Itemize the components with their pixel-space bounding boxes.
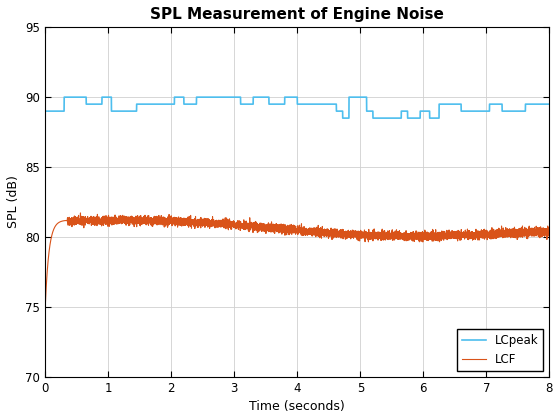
LCpeak bbox=[362, 94, 369, 100]
LCpeak bbox=[416, 116, 422, 121]
LCF bbox=[362, 231, 369, 236]
LCpeak bbox=[61, 94, 68, 100]
LCpeak bbox=[225, 94, 231, 100]
LCF bbox=[416, 231, 422, 236]
LCF bbox=[42, 304, 49, 309]
LCF bbox=[442, 231, 449, 236]
LCpeak bbox=[42, 109, 49, 114]
Y-axis label: SPL (dB): SPL (dB) bbox=[7, 176, 20, 228]
LCF bbox=[546, 231, 553, 236]
LCF bbox=[340, 233, 347, 238]
LCF bbox=[77, 210, 84, 215]
LCpeak bbox=[546, 102, 553, 107]
Line: LCF: LCF bbox=[45, 213, 549, 307]
LCpeak bbox=[340, 116, 347, 121]
LCpeak bbox=[442, 102, 449, 107]
X-axis label: Time (seconds): Time (seconds) bbox=[249, 400, 345, 413]
Legend: LCpeak, LCF: LCpeak, LCF bbox=[458, 329, 543, 371]
Title: SPL Measurement of Engine Noise: SPL Measurement of Engine Noise bbox=[151, 7, 444, 22]
LCpeak bbox=[339, 116, 346, 121]
Line: LCpeak: LCpeak bbox=[45, 97, 549, 118]
LCF bbox=[225, 223, 231, 228]
LCpeak bbox=[67, 94, 74, 100]
LCF bbox=[67, 220, 74, 225]
